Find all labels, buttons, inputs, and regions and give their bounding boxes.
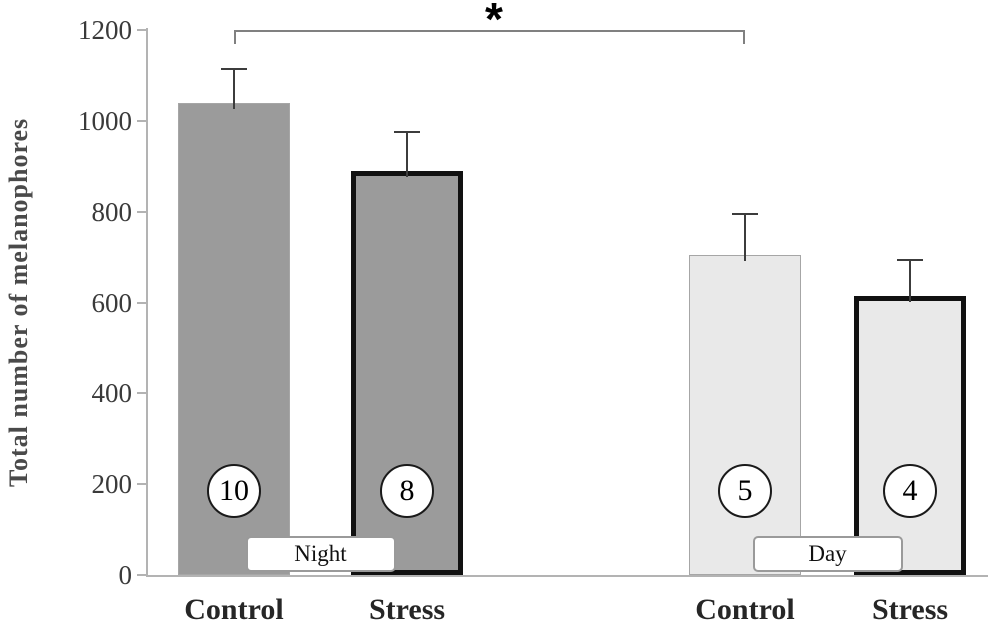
- error-bar-cap: [732, 212, 758, 215]
- significance-bracket: [234, 30, 745, 44]
- significance-asterisk: *: [485, 0, 503, 45]
- bar-stress-3: [854, 295, 966, 575]
- sample-size-circle: 4: [883, 464, 937, 518]
- error-bar-cap: [221, 67, 247, 70]
- y-axis-line: [146, 28, 148, 577]
- error-bar-cap: [897, 259, 923, 262]
- y-tick-label: 1200: [78, 15, 132, 45]
- y-tick-mark: [137, 392, 146, 395]
- error-bar-line: [744, 213, 746, 261]
- x-axis-line: [146, 575, 988, 577]
- sample-size-circle: 8: [380, 464, 434, 518]
- y-tick-label: 800: [91, 196, 133, 227]
- error-bar-cap: [394, 131, 420, 134]
- y-tick-label: 1000: [78, 105, 132, 136]
- y-tick-label: 0: [118, 560, 133, 590]
- sample-size-circle: 10: [207, 464, 261, 518]
- group-label-night: Night: [245, 536, 396, 572]
- y-tick-mark: [137, 210, 146, 213]
- y-tick-label: 400: [91, 378, 133, 409]
- bar-control-2: [689, 254, 801, 575]
- x-category-label: Stress: [368, 593, 446, 626]
- y-tick-mark: [137, 483, 146, 486]
- y-tick-mark: [137, 29, 146, 31]
- y-tick-mark: [137, 574, 146, 576]
- y-tick-mark: [137, 119, 146, 122]
- y-tick-label: 200: [91, 469, 133, 500]
- x-category-label: Control: [695, 593, 795, 626]
- sample-size-circle: 5: [718, 464, 772, 518]
- x-category-label: Control: [184, 593, 284, 626]
- error-bar-line: [909, 260, 911, 302]
- x-category-label: Stress: [871, 593, 949, 626]
- y-tick-label: 600: [91, 287, 133, 318]
- error-bar-line: [233, 68, 235, 109]
- group-label-day: Day: [752, 536, 903, 572]
- error-bar-line: [406, 132, 408, 177]
- y-tick-mark: [137, 301, 146, 304]
